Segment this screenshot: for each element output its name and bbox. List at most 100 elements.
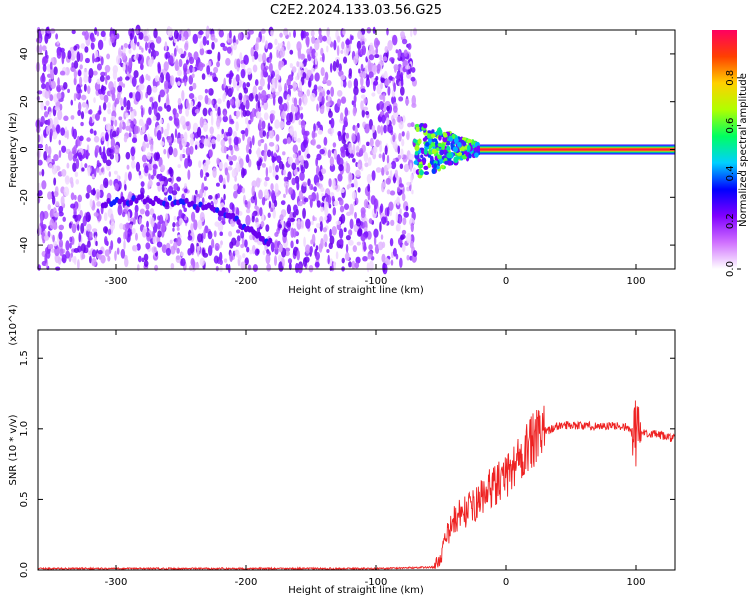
spectrogram-noise-blob: [111, 130, 117, 138]
spectrogram-noise-blob: [63, 186, 70, 197]
spectrogram-noise-blob: [403, 211, 409, 218]
spectrogram-noise-blob: [346, 211, 352, 217]
spectrogram-noise-blob: [327, 254, 330, 265]
spectrogram-noise-blob: [323, 233, 328, 244]
spectrogram-noise-blob: [270, 29, 274, 37]
spectrogram-noise-blob: [228, 144, 233, 151]
spectrogram-noise-blob: [286, 137, 291, 145]
spectrogram-noise-blob: [136, 41, 140, 47]
spectrogram-noise-blob: [130, 120, 135, 129]
spectrogram-noise-blob: [197, 94, 203, 101]
spectrogram-noise-blob: [144, 41, 148, 51]
spectrogram-noise-blob: [325, 101, 331, 107]
spectrogram-x-tick-label: 100: [626, 276, 645, 287]
spectrogram-noise-blob: [410, 206, 415, 213]
spectrogram-noise-blob: [249, 140, 252, 150]
spectrogram-noise-blob: [185, 108, 190, 117]
spectrogram-broadening-blob: [446, 158, 451, 162]
spectrogram-noise-blob: [77, 224, 80, 231]
spectrogram-noise-blob: [199, 47, 205, 56]
spectrogram-noise-blob: [286, 78, 291, 86]
spectrogram-noise-blob: [229, 160, 233, 166]
spectrogram-noise-blob: [215, 193, 218, 200]
spectrogram-drift-blob: [128, 199, 134, 206]
spectrogram-noise-blob: [202, 162, 209, 173]
spectrogram-noise-blob: [166, 136, 173, 144]
spectrogram-noise-blob: [177, 164, 181, 169]
spectrogram-noise-blob: [314, 261, 320, 268]
spectrogram-noise-blob: [73, 93, 77, 102]
spectrogram-noise-blob: [275, 74, 281, 81]
spectrogram-noise-blob: [254, 205, 258, 210]
spectrogram-noise-blob: [353, 55, 359, 65]
spectrogram-noise-blob: [182, 148, 186, 154]
spectrogram-noise-blob: [371, 124, 376, 134]
spectrogram-noise-blob: [302, 72, 307, 79]
spectrogram-noise-blob: [373, 235, 377, 246]
spectrogram-noise-blob: [35, 37, 42, 44]
spectrogram-noise-blob: [268, 126, 273, 131]
spectrogram-drift-blob: [267, 237, 273, 244]
spectrogram-noise-blob: [73, 45, 78, 51]
spectrogram-noise-blob: [191, 106, 198, 117]
spectrogram-drift-blob: [150, 200, 156, 207]
spectrogram-noise-blob: [157, 230, 162, 238]
spectrogram-noise-blob: [400, 31, 405, 38]
spectrogram-noise-blob: [313, 84, 318, 91]
spectrogram-noise-blob: [283, 193, 286, 199]
spectrogram-noise-blob: [351, 190, 357, 200]
spectrogram-noise-blob: [314, 51, 318, 57]
spectrogram-noise-blob: [310, 67, 315, 73]
spectrogram-noise-blob: [149, 208, 155, 216]
spectrogram-noise-blob: [355, 169, 361, 178]
spectrogram-noise-blob: [273, 199, 278, 208]
spectrogram-noise-blob: [217, 51, 221, 62]
spectrogram-drift-blob: [103, 202, 108, 209]
spectrogram-noise-blob: [396, 196, 401, 206]
spectrogram-noise-blob: [247, 264, 252, 271]
spectrogram-noise-blob: [323, 136, 328, 146]
spectrogram-noise-blob: [58, 239, 64, 248]
spectrogram-noise-blob: [331, 195, 335, 202]
spectrogram-noise-blob: [240, 261, 246, 270]
spectrogram-noise-blob: [361, 34, 365, 40]
spectrogram-noise-blob: [150, 174, 154, 180]
spectrogram-noise-blob: [168, 115, 173, 121]
spectrogram-noise-blob: [396, 223, 401, 232]
spectrogram-noise-blob: [305, 244, 311, 254]
spectrogram-noise-blob: [349, 218, 354, 230]
spectrogram-noise-blob: [311, 233, 316, 245]
spectrogram-noise-blob: [145, 142, 150, 149]
spectrogram-noise-blob: [103, 177, 109, 189]
spectrogram-noise-blob: [175, 254, 181, 264]
spectrogram-noise-blob: [148, 139, 154, 146]
spectrogram-noise-blob: [220, 240, 223, 246]
spectrogram-noise-blob: [248, 148, 252, 155]
spectrogram-noise-blob: [103, 212, 108, 222]
spectrogram-noise-blob: [91, 249, 97, 258]
spectrogram-noise-blob: [366, 173, 372, 184]
spectrogram-noise-blob: [200, 63, 206, 68]
spectrogram-noise-blob: [41, 45, 47, 52]
spectrogram-noise-blob: [130, 146, 136, 157]
spectrogram-noise-blob: [228, 37, 233, 44]
spectrogram-noise-blob: [157, 106, 163, 112]
spectrogram-noise-blob: [320, 168, 327, 175]
spectrogram-noise-blob: [199, 257, 205, 267]
spectrogram-noise-blob: [281, 258, 285, 267]
spectrogram-noise-blob: [377, 63, 381, 72]
spectrogram-noise-blob: [283, 169, 286, 176]
spectrogram-noise-blob: [153, 28, 158, 39]
spectrogram-noise-blob: [106, 147, 112, 157]
spectrogram-noise-blob: [332, 60, 337, 72]
spectrogram-noise-blob: [129, 32, 133, 41]
colorbar-gradient: [712, 30, 737, 269]
spectrogram-noise-blob: [117, 77, 120, 82]
spectrogram-noise-blob: [261, 196, 266, 206]
snr-x-tick-label: -200: [235, 577, 258, 588]
spectrogram-noise-blob: [268, 62, 273, 73]
spectrogram-broadening-blob: [466, 144, 471, 152]
spectrogram-noise-blob: [53, 224, 58, 230]
spectrogram-noise-blob: [38, 171, 42, 176]
spectrogram-noise-blob: [402, 115, 406, 123]
